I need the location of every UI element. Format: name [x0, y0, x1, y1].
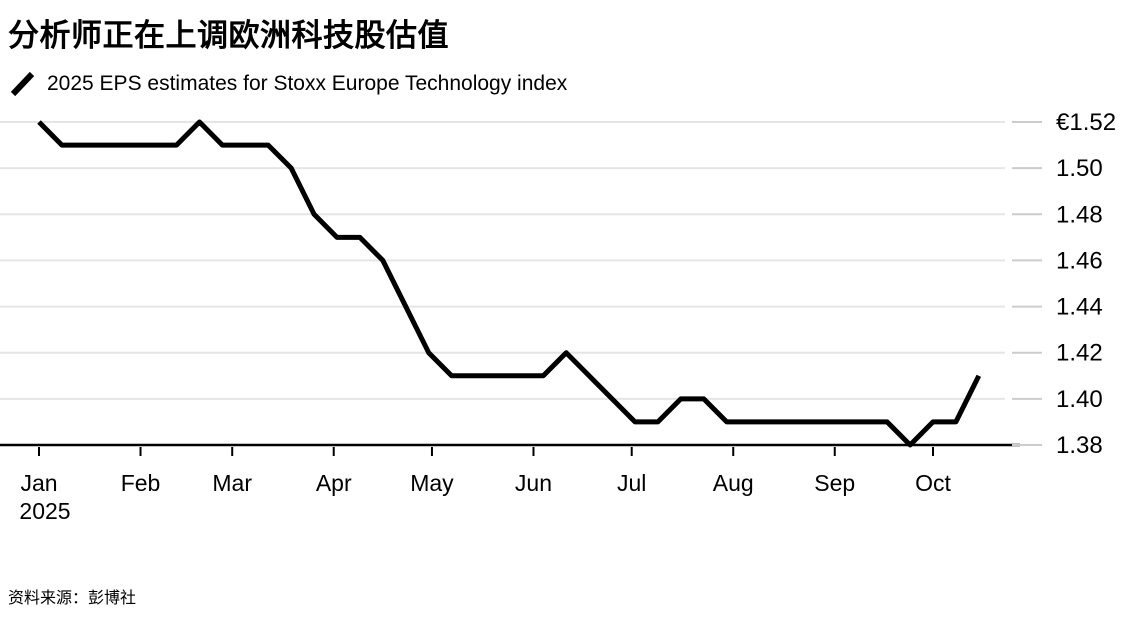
- y-tick-label: 1.48: [1056, 201, 1103, 228]
- y-tick-label: 1.46: [1056, 247, 1103, 274]
- source-note: 资料来源：彭博社: [8, 590, 137, 607]
- x-tick-label: Apr: [316, 470, 352, 496]
- x-tick-label: Oct: [915, 470, 951, 496]
- y-tick-label: 1.50: [1056, 155, 1103, 182]
- legend: 2025 EPS estimates for Stoxx Europe Tech…: [10, 71, 567, 97]
- y-tick-label: 1.42: [1056, 340, 1103, 367]
- x-tick-label: Jun: [515, 470, 552, 496]
- x-tick-label: Feb: [121, 470, 161, 496]
- page-title: 分析师正在上调欧洲科技股估值: [8, 18, 449, 53]
- x-tick-label: Aug: [713, 470, 754, 496]
- series-line: [37, 119, 982, 448]
- x-tick-label: Sep: [814, 470, 855, 496]
- y-tick-label: 1.44: [1056, 294, 1103, 321]
- y-tick-label: 1.38: [1056, 432, 1103, 459]
- x-axis-year-label: 2025: [19, 498, 70, 524]
- series-line-icon: [10, 71, 35, 97]
- x-tick-label: Jul: [617, 470, 646, 496]
- x-tick-label: Jan: [20, 470, 57, 496]
- legend-label: 2025 EPS estimates for Stoxx Europe Tech…: [47, 72, 568, 95]
- line-chart: €1.52 1.50 1.48 1.46 1.44 1.42 1.40 1.38 Jan Feb M…: [0, 109, 1116, 524]
- y-tick-label: 1.40: [1056, 386, 1103, 413]
- y-tick-label: €1.52: [1056, 109, 1116, 136]
- x-tick-label: May: [410, 470, 454, 496]
- x-tick-label: Mar: [212, 470, 252, 496]
